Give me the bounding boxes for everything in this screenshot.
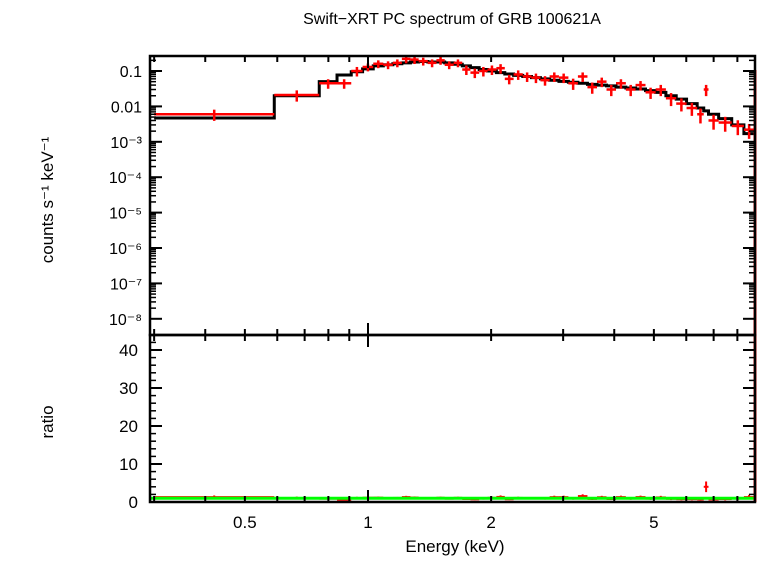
ratio-y-tick-label: 0 [129,493,138,512]
ratio-y-tick-label: 40 [119,341,138,360]
spectrum-y-tick-label: 10⁻⁵ [109,206,142,223]
ratio-y-tick-label: 20 [119,417,138,436]
spectrum-y-tick-label: 10⁻⁷ [110,276,142,293]
spectrum-y-tick-label: 0.1 [120,64,142,81]
x-tick-label: 1 [363,513,372,532]
x-axis-label: Energy (keV) [405,537,504,556]
spectrum-y-tick-label: 10⁻⁴ [109,170,142,187]
x-tick-label: 2 [486,513,495,532]
spectrum-panel-frame [148,54,757,337]
spectrum-y-tick-label: 10⁻³ [110,135,142,152]
spectrum-y-tick-label: 0.01 [111,99,142,116]
model-step-line [154,60,755,136]
ratio-y-tick-label: 10 [119,455,138,474]
spectrum-y-tick-label: 10⁻⁸ [109,312,142,329]
chart-title: Swift−XRT PC spectrum of GRB 100621A [303,11,601,28]
ratio-y-axis-label: ratio [38,405,57,438]
ratio-panel-frame [148,333,757,504]
x-tick-label: 5 [649,513,658,532]
ratio-y-tick-label: 30 [119,379,138,398]
x-tick-label: 0.5 [233,513,257,532]
spectrum-y-axis-label: counts s⁻¹ keV⁻¹ [38,136,57,263]
spectrum-y-tick-label: 10⁻⁶ [109,241,142,258]
